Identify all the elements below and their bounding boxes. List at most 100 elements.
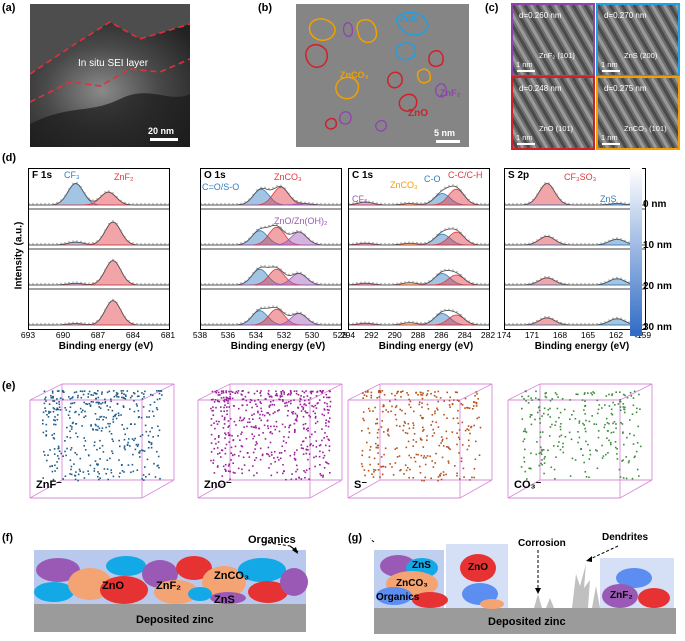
- tof-voxel: [224, 398, 226, 401]
- tof-voxel: [107, 422, 109, 425]
- xps-data-point: [620, 238, 622, 240]
- tof-voxel: [460, 457, 463, 460]
- tof-voxel: [241, 472, 243, 475]
- tof-voxel: [555, 420, 557, 423]
- tof-voxel: [84, 410, 86, 413]
- tof-voxel: [544, 456, 546, 458]
- tof-voxel: [222, 427, 225, 429]
- tof-voxel: [260, 402, 262, 405]
- tof-voxel: [108, 430, 111, 433]
- tof-voxel: [51, 396, 54, 398]
- xps-data-point: [360, 321, 362, 323]
- xps-data-point: [256, 228, 258, 231]
- tof-voxel: [57, 455, 59, 457]
- tof-voxel: [311, 405, 313, 407]
- tof-voxel: [55, 408, 58, 411]
- xps-data-point: [620, 201, 622, 204]
- tof-voxel: [326, 402, 328, 405]
- tof-voxel: [473, 468, 476, 470]
- tof-voxel: [86, 403, 89, 405]
- tof-voxel: [253, 413, 255, 415]
- tof-voxel: [475, 391, 478, 393]
- tof-voxel: [448, 447, 450, 450]
- tof-voxel: [259, 458, 262, 461]
- xps-peak-ZnS: [505, 318, 645, 326]
- tof-voxel: [381, 465, 384, 468]
- tof-voxel: [76, 453, 78, 456]
- xps-data-point: [104, 229, 106, 231]
- xps-data-point: [324, 203, 326, 205]
- tof-voxel: [258, 434, 260, 436]
- tof-voxel: [267, 427, 270, 430]
- tof-voxel: [474, 458, 477, 461]
- tof-voxel: [223, 400, 226, 403]
- xps-data-point: [332, 283, 334, 285]
- tof-voxel: [74, 452, 76, 454]
- xps-data-point: [564, 282, 566, 284]
- tof-voxel: [80, 396, 83, 399]
- tof-voxel: [230, 459, 232, 461]
- tof-voxel: [448, 404, 451, 406]
- tof-voxel: [412, 477, 414, 479]
- xps-data-point: [596, 242, 598, 245]
- xps-data-point: [260, 186, 262, 188]
- xps-data-point: [216, 203, 218, 205]
- tof-voxel: [271, 454, 273, 456]
- xps-data-point: [444, 268, 446, 271]
- tof-voxel: [220, 390, 223, 392]
- tof-voxel: [571, 414, 573, 416]
- tof-voxel: [305, 469, 308, 471]
- tof-voxel: [309, 436, 311, 438]
- tof-voxel: [83, 445, 85, 447]
- xps-data-point: [60, 282, 62, 285]
- tof-voxel: [329, 472, 331, 474]
- xps-data-point: [349, 322, 350, 325]
- xps-data-point: [324, 323, 326, 325]
- tof-voxel: [522, 430, 525, 433]
- tof-voxel: [84, 440, 87, 442]
- xps-data-point: [248, 317, 250, 319]
- xps-data-point: [400, 321, 402, 324]
- tof-voxel: [457, 436, 460, 439]
- tof-voxel: [446, 417, 448, 419]
- xps-data-point: [604, 202, 606, 205]
- tof-voxel: [596, 412, 599, 415]
- tof-voxel: [239, 450, 242, 453]
- xps-data-point: [552, 236, 554, 239]
- tof-voxel: [271, 396, 273, 398]
- tof-voxel: [562, 446, 564, 448]
- xps-data-point: [424, 321, 426, 324]
- xps-data-point: [564, 322, 566, 324]
- tof-voxel: [218, 400, 221, 403]
- tof-voxel: [108, 390, 111, 393]
- tof-voxel: [637, 425, 639, 428]
- tof-voxel: [456, 399, 459, 401]
- tof-voxel: [150, 442, 153, 444]
- xps-data-point: [244, 280, 246, 282]
- tof-voxel: [574, 459, 577, 461]
- xps-data-point: [452, 269, 454, 271]
- tof-voxel: [290, 390, 292, 393]
- xps-data-point: [304, 233, 306, 235]
- tof-voxel: [440, 436, 443, 438]
- tof-voxel: [266, 412, 268, 414]
- tof-voxel: [559, 411, 562, 414]
- tof-voxel: [213, 401, 216, 403]
- xps-xlabel: Binding energy (eV): [378, 341, 474, 352]
- tof-voxel: [523, 397, 525, 400]
- xps-data-point: [644, 203, 645, 205]
- tof-voxel: [98, 478, 100, 481]
- tof-voxel: [226, 406, 228, 408]
- tof-voxel: [60, 452, 62, 455]
- tof-voxel: [361, 430, 363, 432]
- tof-voxel: [610, 443, 612, 446]
- tof-voxel: [268, 413, 271, 416]
- tof-voxel: [559, 428, 562, 431]
- tof-voxel: [151, 410, 154, 413]
- tof-voxel: [305, 437, 307, 439]
- xps-data-point: [536, 279, 538, 282]
- tof-voxel: [257, 410, 259, 413]
- tof-voxel: [300, 444, 303, 446]
- tof-voxel: [106, 391, 109, 394]
- tof-voxel: [295, 418, 298, 420]
